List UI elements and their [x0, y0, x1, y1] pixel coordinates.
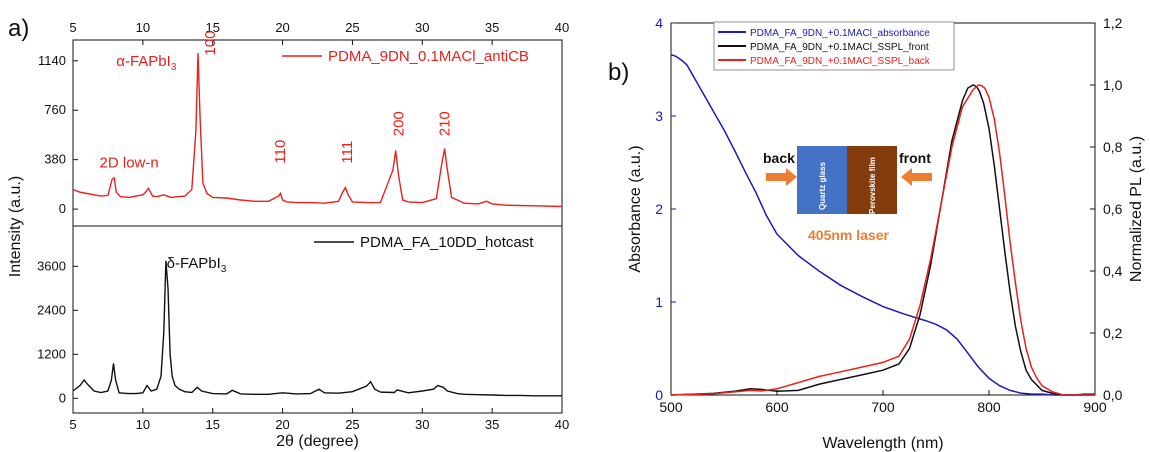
legend-label: PDMA_FA_9DN_+0.1MACl_absorbance — [750, 28, 930, 39]
y-tick-label: 1 — [655, 294, 663, 310]
x-tick-label-top: 35 — [485, 20, 499, 35]
y-tick-label: 0 — [59, 390, 66, 405]
x-tick-label: 25 — [345, 417, 359, 432]
x-tick-label: 600 — [765, 399, 789, 415]
x-axis-label: Wavelength (nm) — [822, 435, 943, 452]
x-tick-label-top: 30 — [415, 20, 429, 35]
x-axis-label: 2θ (degree) — [276, 433, 359, 450]
legend-label: PDMA_FA_9DN_+0.1MACl_SSPL_back — [750, 56, 931, 67]
right-arrow-icon — [901, 168, 932, 186]
laser-label: 405nm laser — [808, 227, 889, 243]
quartz-glass-layer — [797, 146, 847, 214]
x-tick-label: 15 — [205, 417, 219, 432]
y2-tick-label: 1,2 — [1103, 15, 1123, 31]
perovskite-film-label: Perovskite film — [868, 157, 877, 214]
peak-label: 110 — [272, 140, 289, 164]
subscript: 3 — [171, 62, 177, 73]
peak-label: 100 — [202, 31, 219, 56]
y-tick-label: 2400 — [37, 302, 66, 317]
x-tick-label: 900 — [1083, 399, 1107, 415]
y-tick-label: 0 — [655, 387, 663, 403]
y2-tick-label: 0,6 — [1103, 201, 1123, 217]
series-line — [72, 52, 563, 208]
y-tick-label: 3600 — [37, 258, 66, 273]
front-label: front — [899, 150, 931, 166]
plot-frame — [72, 225, 563, 414]
y2-tick-label: 0,8 — [1103, 139, 1123, 155]
left-arrow-icon — [766, 168, 797, 186]
x-tick-label: 35 — [485, 417, 499, 432]
phase-label: δ-FAPbI3 — [167, 255, 227, 275]
x-tick-label-top: 10 — [136, 20, 150, 35]
legend-label: PDMA_FA_9DN_+0.1MACl_SSPL_front — [750, 42, 929, 53]
y-tick-label: 4 — [655, 15, 663, 31]
series-line — [670, 53, 1095, 396]
series-line — [72, 260, 562, 397]
legend-label: PDMA_9DN_0.1MACl_antiCB — [328, 48, 529, 65]
panel-a-top-plot: 5 10 15 20 25 30 35 40 0 380 760 1140 PDMA_9DN_0.1MA… — [38, 20, 569, 227]
x-tick-label: 40 — [555, 417, 569, 432]
x-tick-label-top: 20 — [275, 20, 289, 35]
panel-a-bottom-plot: 5 10 15 20 25 30 35 400120024003600PDMA_FA_10DD… — [7, 176, 569, 450]
panel-a-label: a) — [8, 15, 29, 42]
x-tick-label: 800 — [977, 399, 1001, 415]
y-tick-label: 3 — [655, 108, 663, 124]
panel-b-label: b) — [608, 59, 629, 86]
y-tick-label: 1140 — [38, 53, 66, 68]
y-axis-label: Absorbance (a.u.) — [627, 145, 644, 272]
y2-axis-label: Normalized PL (a.u.) — [1128, 136, 1145, 282]
x-tick-label: 10 — [136, 417, 150, 432]
y2-tick-label: 0,0 — [1103, 387, 1123, 403]
y-tick-label: 380 — [44, 152, 66, 167]
peak-label: 111 — [339, 141, 356, 164]
x-tick-label-top: 5 — [69, 20, 76, 35]
inset-schematic: Quartz glass Perovskite film back front … — [763, 146, 932, 243]
legend-label: PDMA_FA_10DD_hotcast — [360, 234, 534, 251]
x-tick-label-top: 25 — [345, 20, 359, 35]
y-tick-label: 0 — [59, 201, 66, 216]
x-tick-label: 500 — [659, 399, 683, 415]
y-tick-label: 1200 — [37, 346, 66, 361]
legend-box — [713, 21, 955, 71]
y2-tick-label: 0,2 — [1103, 325, 1123, 341]
perovskite-film-layer — [847, 146, 897, 214]
peak-label: 200 — [391, 111, 408, 136]
y-tick-label: 2 — [655, 201, 663, 217]
peak-label: 210 — [437, 111, 454, 136]
x-tick-label: 700 — [871, 399, 895, 415]
series-line — [670, 84, 1095, 396]
y-axis-label: Intensity (a.u.) — [7, 176, 24, 277]
x-tick-label: 30 — [415, 417, 429, 432]
y-tick-label: 760 — [44, 102, 66, 117]
y2-tick-label: 1,0 — [1103, 77, 1123, 93]
x-tick-label: 20 — [275, 417, 289, 432]
y2-tick-label: 0,4 — [1103, 263, 1123, 279]
back-label: back — [763, 150, 795, 166]
phase-label: α-FAPbI3 — [116, 53, 177, 73]
series-line — [670, 84, 1095, 396]
x-tick-label: 5 — [69, 417, 76, 432]
x-tick-label-top: 40 — [555, 20, 569, 35]
quartz-glass-label: Quartz glass — [818, 161, 827, 210]
x-tick-label-top: 15 — [205, 20, 219, 35]
phase-label: 2D low-n — [100, 154, 159, 171]
subscript: 3 — [221, 264, 227, 275]
panel-b-plot: 500 600 700 800 900 0 1 2 3 4 0,0 0,2 0,4 0,6 0,8 1,0 1,… — [627, 15, 1145, 452]
